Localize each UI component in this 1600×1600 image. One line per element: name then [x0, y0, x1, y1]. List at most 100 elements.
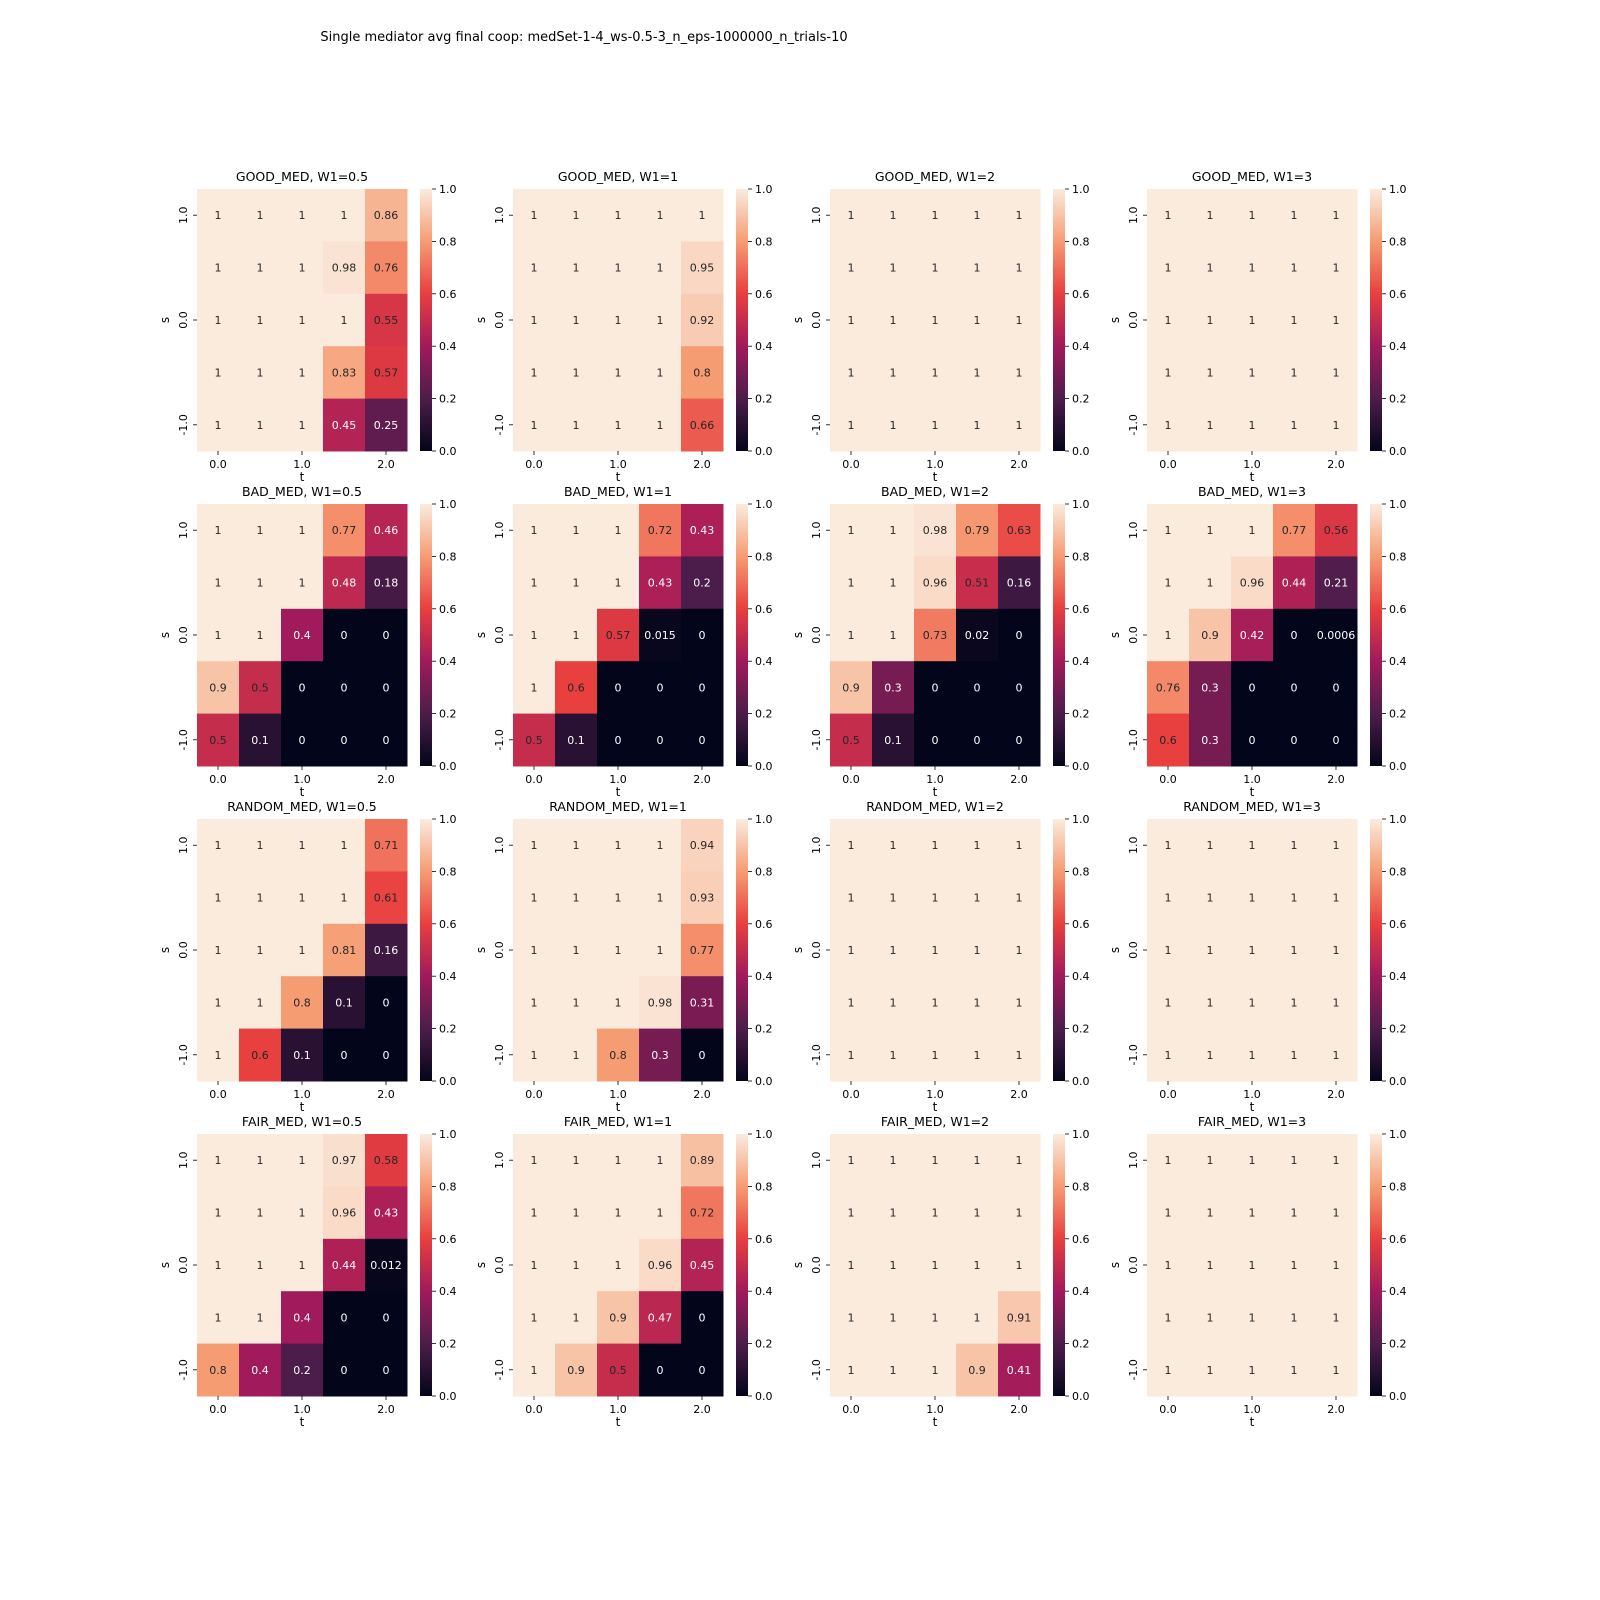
heatmap-cell	[1273, 1238, 1316, 1292]
cell-label: 1	[1207, 1364, 1214, 1377]
colorbar	[736, 819, 748, 1081]
heatmap-cell	[956, 346, 999, 400]
heatmap-cell	[555, 1238, 598, 1292]
heatmap-cell	[1231, 976, 1274, 1030]
cell-label: 1	[257, 944, 264, 957]
cell-label: 1	[1249, 1364, 1256, 1377]
heatmap-cell	[914, 241, 957, 295]
x-tick-label: 0.0	[209, 773, 227, 786]
colorbar-tick-label: 0.4	[1072, 655, 1090, 668]
cell-label: 1	[1165, 419, 1172, 432]
heatmap-cell	[639, 504, 682, 557]
heatmap-cell	[597, 713, 640, 767]
y-tick-label: 0.0	[1127, 1256, 1140, 1274]
colorbar-tick-label: 0.4	[1072, 1285, 1090, 1298]
heatmap-cell	[239, 189, 282, 242]
heatmap-cell	[513, 819, 556, 872]
heatmap-cell	[956, 556, 999, 610]
y-tick-label: -1.0	[1127, 729, 1140, 750]
colorbar-tick-label: 0.2	[439, 393, 457, 406]
x-tick-label: 2.0	[1010, 773, 1028, 786]
heatmap-cell	[681, 1134, 724, 1187]
cell-label: 0.1	[335, 996, 353, 1009]
cell-label: 0.48	[332, 577, 357, 590]
cell-label: 0.42	[1240, 629, 1265, 642]
x-tick-label: 1.0	[926, 1403, 944, 1416]
y-tick-label: -1.0	[810, 1359, 823, 1380]
cell-label: 0	[657, 681, 664, 694]
heatmap-cell	[281, 661, 324, 715]
colorbar-tick-label: 0.0	[1389, 1075, 1407, 1088]
cell-label: 1	[1165, 1154, 1172, 1167]
colorbar-tick-label: 1.0	[755, 1128, 773, 1141]
y-tick-label: 0.0	[177, 311, 190, 329]
cell-label: 1	[341, 314, 348, 327]
panel-title: FAIR_MED, W1=3	[1198, 1114, 1306, 1129]
heatmap-cell	[1189, 1343, 1232, 1397]
cell-label: 0.98	[332, 262, 357, 275]
colorbar-tick-label: 0.4	[755, 655, 773, 668]
cell-label: 1	[1165, 1207, 1172, 1220]
cell-label: 0.1	[293, 1049, 311, 1062]
heatmap-cell	[1147, 1291, 1190, 1345]
heatmap-cell	[639, 713, 682, 767]
cell-label: 0.45	[332, 419, 357, 432]
x-axis-label: t	[300, 1415, 305, 1429]
heatmap-cell	[681, 819, 724, 872]
cell-label: 0.015	[644, 629, 676, 642]
cell-label: 1	[573, 209, 580, 222]
heatmap-cell	[956, 504, 999, 557]
colorbar-tick-label: 1.0	[755, 498, 773, 511]
cell-label: 0.6	[567, 681, 585, 694]
heatmap-cell	[1273, 819, 1316, 872]
heatmap-cell	[239, 504, 282, 557]
cell-label: 1	[215, 1049, 222, 1062]
heatmap-cell	[281, 241, 324, 295]
colorbar-tick-label: 0.2	[1389, 1338, 1407, 1351]
cell-label: 0	[341, 1311, 348, 1324]
cell-label: 1	[974, 1207, 981, 1220]
cell-label: 1	[657, 314, 664, 327]
cell-label: 0.02	[965, 629, 990, 642]
heatmap-cell	[639, 346, 682, 400]
heatmap-cell	[1273, 556, 1316, 610]
heatmap-cell	[956, 871, 999, 925]
cell-label: 1	[932, 1364, 939, 1377]
cell-label: 1	[1333, 996, 1340, 1009]
panel-title: RANDOM_MED, W1=0.5	[227, 799, 377, 814]
cell-label: 1	[1207, 419, 1214, 432]
panel-title: BAD_MED, W1=2	[881, 484, 989, 499]
cell-label: 1	[531, 1259, 538, 1272]
heatmap-cell	[1189, 1134, 1232, 1187]
cell-label: 1	[257, 577, 264, 590]
heatmap-cell	[1189, 713, 1232, 767]
cell-label: 1	[1333, 1207, 1340, 1220]
cell-label: 1	[1016, 839, 1023, 852]
cell-label: 0.43	[690, 524, 715, 537]
cell-label: 1	[699, 209, 706, 222]
heatmap-cell	[597, 398, 640, 452]
cell-label: 1	[1291, 839, 1298, 852]
cell-label: 1	[573, 524, 580, 537]
heatmap-cell	[998, 661, 1041, 715]
cell-label: 1	[531, 1207, 538, 1220]
cell-label: 1	[257, 629, 264, 642]
heatmap-cell	[555, 241, 598, 295]
heatmap-cell	[830, 1186, 873, 1240]
colorbar-tick-label: 0.8	[755, 1180, 773, 1193]
cell-label: 1	[974, 996, 981, 1009]
heatmap-cell	[555, 976, 598, 1030]
heatmap-cell	[555, 1028, 598, 1082]
colorbar-tick-label: 1.0	[1072, 1128, 1090, 1141]
cell-label: 1	[1291, 262, 1298, 275]
heatmap-cell	[197, 241, 240, 295]
cell-label: 1	[1207, 366, 1214, 379]
colorbar-tick-label: 0.2	[1072, 1023, 1090, 1036]
cell-label: 0.47	[648, 1311, 673, 1324]
cell-label: 1	[974, 419, 981, 432]
x-axis-label: t	[933, 785, 938, 799]
colorbar-tick-label: 0.6	[1072, 1233, 1090, 1246]
heatmap-cell	[239, 398, 282, 452]
colorbar-tick-label: 0.6	[439, 918, 457, 931]
cell-label: 0.46	[374, 524, 399, 537]
